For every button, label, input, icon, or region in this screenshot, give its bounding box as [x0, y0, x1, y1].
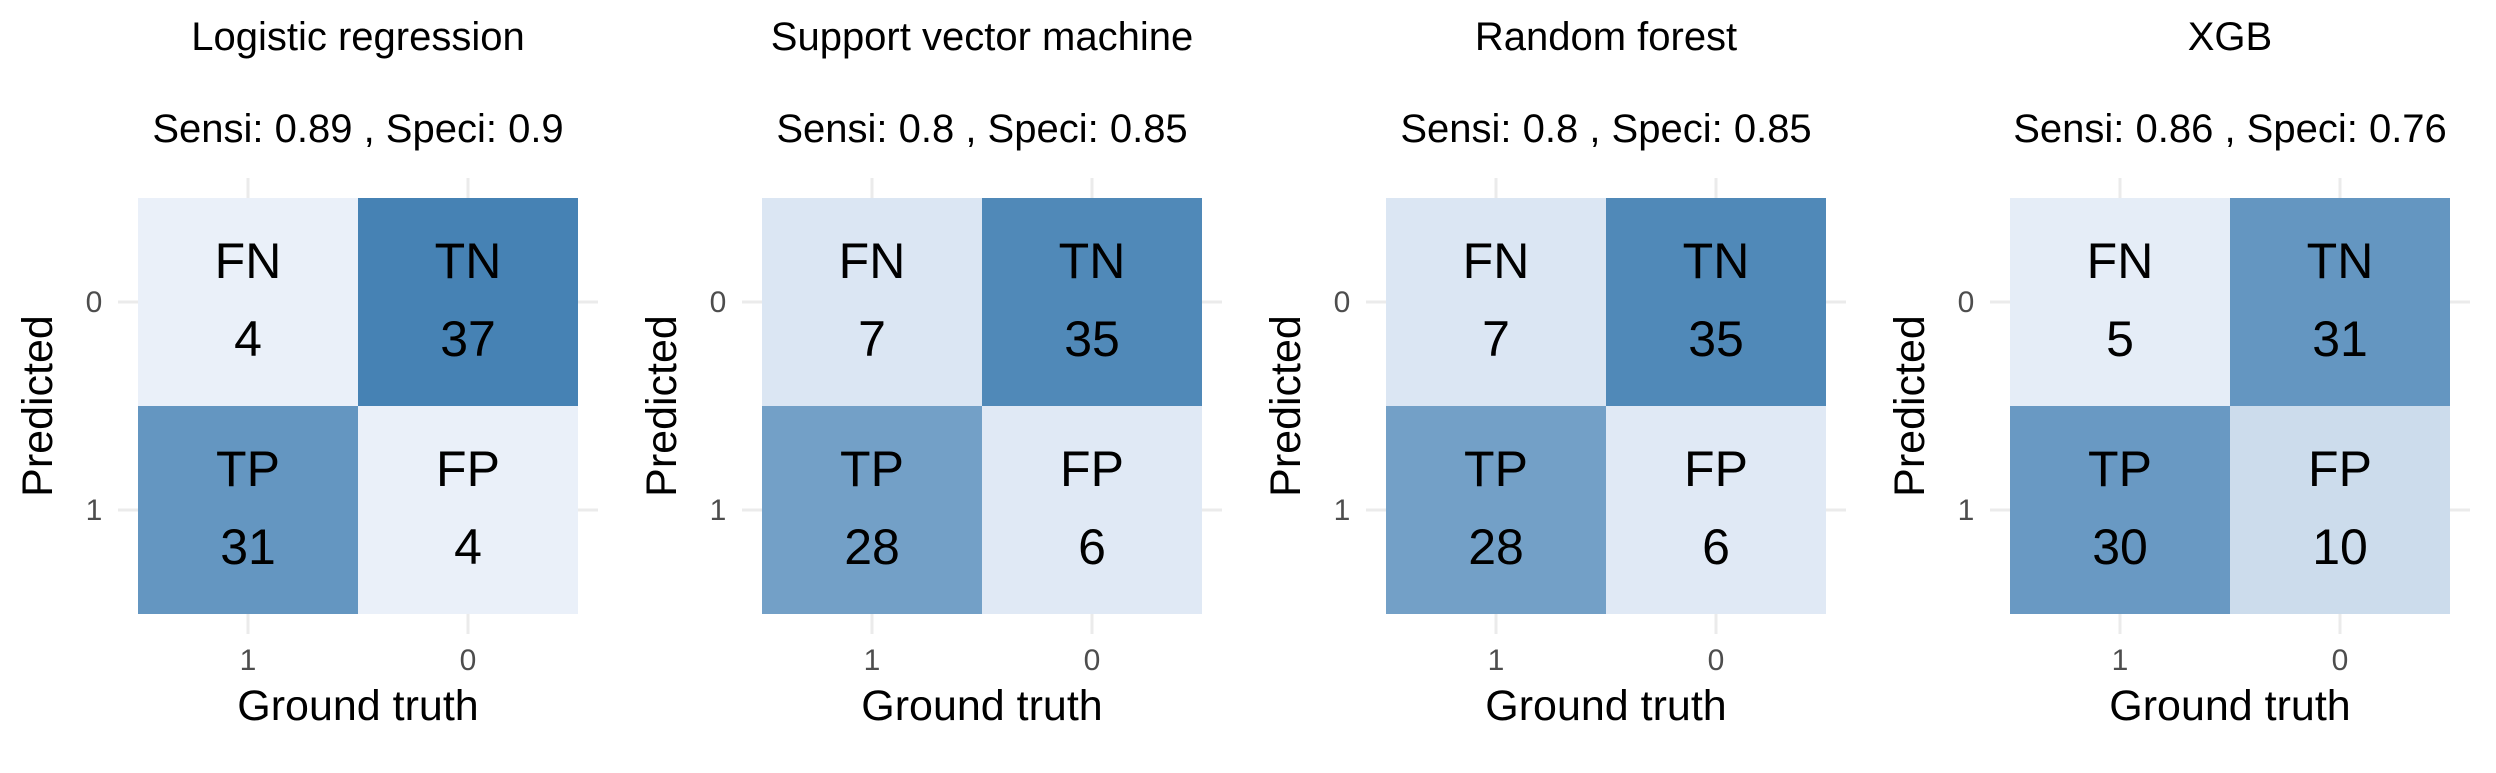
cell-tile [982, 198, 1202, 406]
cell-tile [1606, 406, 1826, 614]
cell-value: 7 [1482, 311, 1510, 367]
cell-value: 7 [858, 311, 886, 367]
cell-label: FP [1060, 441, 1124, 497]
panel-title: Support vector machine [771, 15, 1193, 59]
panel-title: Random forest [1475, 15, 1737, 59]
cell-label: TN [1683, 233, 1750, 289]
cell-tile [2230, 198, 2450, 406]
cell-tile [762, 406, 982, 614]
cell-tile [1386, 406, 1606, 614]
cell-tile [982, 406, 1202, 614]
x-tick-label: 0 [1708, 644, 1725, 677]
cell-label: TP [2088, 441, 2152, 497]
x-tick-label: 1 [240, 644, 257, 677]
x-axis-title: Ground truth [1485, 682, 1726, 730]
x-axis-title: Ground truth [237, 682, 478, 730]
cell-label: FN [2087, 233, 2154, 289]
y-axis-title: Predicted [14, 315, 62, 497]
cell-tile [138, 198, 358, 406]
x-tick-label: 0 [460, 644, 477, 677]
cell-value: 6 [1702, 519, 1730, 575]
cell-tile [2230, 406, 2450, 614]
panel-subtitle: Sensi: 0.8 , Speci: 0.85 [1400, 107, 1811, 151]
cell-label: FP [436, 441, 500, 497]
x-axis-title: Ground truth [2109, 682, 2350, 730]
cell-label: TN [435, 233, 502, 289]
y-tick-label: 0 [710, 286, 727, 319]
x-axis-title: Ground truth [861, 682, 1102, 730]
cell-value: 28 [1468, 519, 1524, 575]
y-tick-label: 1 [86, 494, 103, 527]
cell-label: FP [2308, 441, 2372, 497]
cell-tile [762, 198, 982, 406]
y-axis-title: Predicted [638, 315, 686, 497]
cell-label: TN [2307, 233, 2374, 289]
cell-label: TP [840, 441, 904, 497]
cell-tile [358, 406, 578, 614]
cell-tile [358, 198, 578, 406]
y-tick-label: 1 [1958, 494, 1975, 527]
cell-tile [2010, 198, 2230, 406]
y-axis-title: Predicted [1886, 315, 1934, 497]
cell-value: 31 [220, 519, 276, 575]
cell-value: 28 [844, 519, 900, 575]
cell-value: 35 [1688, 311, 1744, 367]
x-tick-label: 1 [2112, 644, 2129, 677]
cell-label: FN [1463, 233, 1530, 289]
x-tick-label: 0 [2332, 644, 2349, 677]
panel-title: Logistic regression [191, 15, 525, 59]
cell-value: 35 [1064, 311, 1120, 367]
panel-subtitle: Sensi: 0.8 , Speci: 0.85 [776, 107, 1187, 151]
cell-value: 5 [2106, 311, 2134, 367]
panel-title: XGB [2188, 15, 2272, 59]
cell-value: 31 [2312, 311, 2368, 367]
panel-1: FN 4 TN 37 TP 31 FP 4 0 1 1 0 Ground truth Predicted L… [14, 15, 598, 730]
y-tick-label: 0 [1958, 286, 1975, 319]
panel-subtitle: Sensi: 0.89 , Speci: 0.9 [152, 107, 563, 151]
cell-label: TP [1464, 441, 1528, 497]
panel-2: FN 7 TN 35 TP 28 FP 6 0 1 1 0 Ground truth Predicted S… [638, 15, 1222, 730]
cell-label: TN [1059, 233, 1126, 289]
cell-tile [138, 406, 358, 614]
panel-3: FN 7 TN 35 TP 28 FP 6 0 1 1 0 Ground truth Predicted R… [1262, 15, 1846, 730]
cell-tile [1386, 198, 1606, 406]
y-tick-label: 0 [1334, 286, 1351, 319]
y-tick-label: 0 [86, 286, 103, 319]
cell-label: TP [216, 441, 280, 497]
cell-value: 30 [2092, 519, 2148, 575]
cell-value: 6 [1078, 519, 1106, 575]
cell-label: FN [215, 233, 282, 289]
cell-value: 4 [234, 311, 262, 367]
cell-value: 4 [454, 519, 482, 575]
panel-subtitle: Sensi: 0.86 , Speci: 0.76 [2013, 107, 2447, 151]
cell-label: FN [839, 233, 906, 289]
x-tick-label: 0 [1084, 644, 1101, 677]
x-tick-label: 1 [1488, 644, 1505, 677]
cell-value: 10 [2312, 519, 2368, 575]
cell-label: FP [1684, 441, 1748, 497]
y-tick-label: 1 [710, 494, 727, 527]
cell-tile [2010, 406, 2230, 614]
cell-tile [1606, 198, 1826, 406]
cell-value: 37 [440, 311, 496, 367]
y-axis-title: Predicted [1262, 315, 1310, 497]
x-tick-label: 1 [864, 644, 881, 677]
y-tick-label: 1 [1334, 494, 1351, 527]
